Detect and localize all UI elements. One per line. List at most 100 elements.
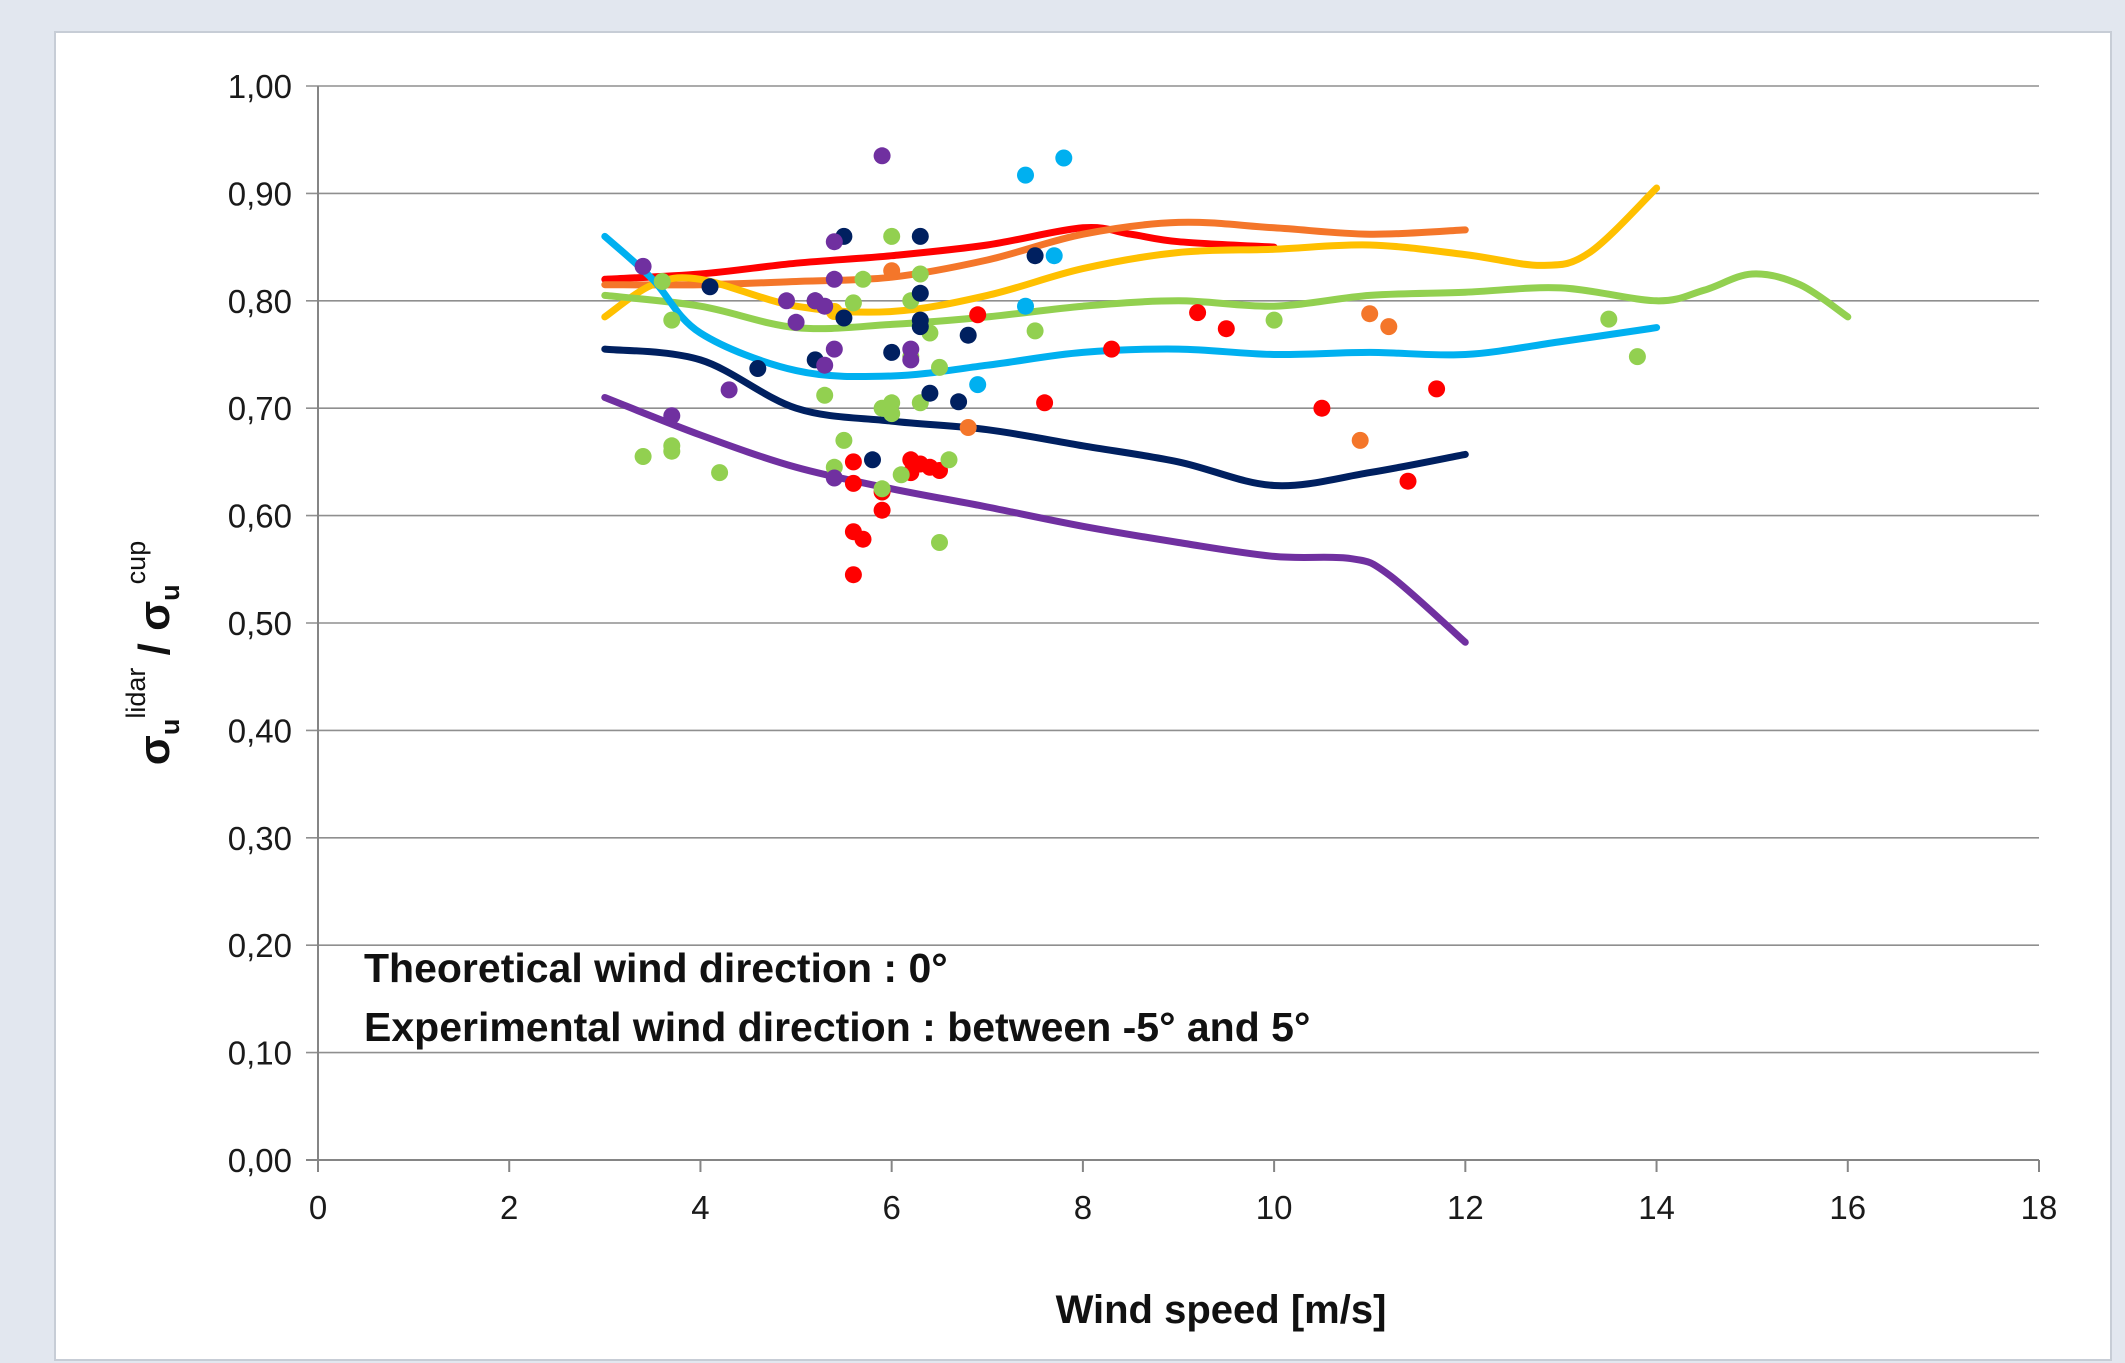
y-title-sup: lidar [121,668,151,719]
series-3-point [844,294,862,312]
series-3-point [1600,310,1618,328]
series-1-point [1380,318,1398,336]
y-tick-label: 1,00 [228,68,292,105]
series-0-point [1428,380,1446,398]
y-tick-label: 0,60 [228,498,292,535]
series-1-point [883,262,901,280]
series-5-point [835,309,853,327]
series-1-point [959,419,977,436]
series-5-point [701,278,719,296]
x-tick-label: 10 [1256,1189,1293,1226]
series-6-point [787,313,805,331]
series-5-point [950,393,968,411]
y-title-sigma: σ [130,735,179,765]
series-3-line [601,270,1852,333]
series-5-point [864,451,881,469]
chart-panel: 0,00 0,10 0,20 0,30 0,40 0,50 0,60 0,70 0,80 0,90… [54,31,2112,1361]
y-title-sep: / σ [130,601,179,668]
y-title-sup2: cup [121,541,151,585]
series-5-point [959,326,977,344]
series-3-point [873,480,891,498]
series-5-point [1026,247,1044,265]
chart-plot: 0,00 0,10 0,20 0,30 0,40 0,50 0,60 0,70 0,80 0,90… [121,68,2058,1332]
series-0-point [844,474,862,492]
series-3-point [1026,322,1044,340]
series-6-point [825,469,843,487]
series-3-point [634,448,652,465]
series-5-point [911,227,929,245]
series-4-line [601,232,1661,381]
series-6-point [634,257,652,275]
x-tick-label: 0 [309,1189,327,1226]
series-1-point [1361,305,1379,323]
series-0-point [873,501,891,519]
series-6-point [873,147,891,165]
series-3-point [663,311,681,329]
series-4-point [1017,297,1034,315]
annotation-theoretical: Theoretical wind direction : 0° [364,945,948,991]
y-axis-title: σulidar / σucup [121,541,185,765]
series-6-point [663,407,681,425]
series-6-point [825,340,843,358]
y-tick-label: 0,80 [228,283,292,320]
series-group [601,147,1852,646]
series-3-point [1265,311,1283,329]
series-4-point [969,376,987,394]
series-0-point [854,530,872,548]
series-6-point [825,270,843,288]
x-tick-label: 6 [882,1189,900,1226]
series-3-point [1628,348,1646,366]
x-tick-label: 16 [1829,1189,1866,1226]
series-0-point [1036,394,1054,412]
series-0-point [844,566,862,584]
series-5-point [911,284,929,302]
axes [306,86,2039,1161]
y-tick-label: 0,90 [228,175,292,212]
gridlines [306,85,2040,1172]
x-tick-label: 2 [500,1189,518,1226]
series-6-point [720,381,738,399]
series-0-point [921,458,939,476]
series-3-point [854,270,872,288]
series-6-point [816,297,834,315]
y-title-sub2: u [155,584,185,601]
series-3-point [883,227,901,245]
series-3-point [892,466,910,484]
series-6-point [816,356,834,374]
series-1-point [1351,431,1369,449]
series-6-point [902,351,920,369]
series-0-line [601,223,1278,283]
y-tick-label: 0,10 [228,1035,292,1072]
series-6-line [601,394,1469,646]
series-0-point [969,306,987,324]
x-tick-label: 4 [691,1189,709,1226]
y-tick-label: 0,70 [228,390,292,427]
x-tick-label: 14 [1638,1189,1675,1226]
x-tick-label: 12 [1447,1189,1484,1226]
series-4-point [1055,149,1073,167]
series-3-point [663,442,681,460]
x-tick-label: 18 [2021,1189,2058,1226]
series-0-point [1313,399,1331,417]
y-tick-label: 0,40 [228,712,292,749]
series-0-point [1217,320,1235,338]
series-3-point [931,534,948,551]
series-5-point [911,318,929,336]
series-3-point [835,431,853,449]
series-0-point [844,453,862,471]
series-3-point [883,405,901,423]
series-0-point [1399,472,1417,490]
x-axis-title: Wind speed [m/s] [1056,1288,1387,1332]
y-tick-label: 0,30 [228,820,292,857]
series-5-line [601,345,1469,490]
series-3-point [711,464,729,482]
series-3-point [940,451,958,469]
series-5-point [921,384,939,402]
series-2-line [601,184,1661,321]
series-0-point [1103,340,1121,358]
series-6-point [825,233,843,251]
y-tick-label: 0,50 [228,605,292,642]
series-4-point [1017,166,1034,184]
series-3-point [911,265,929,283]
series-5-point [883,343,901,361]
